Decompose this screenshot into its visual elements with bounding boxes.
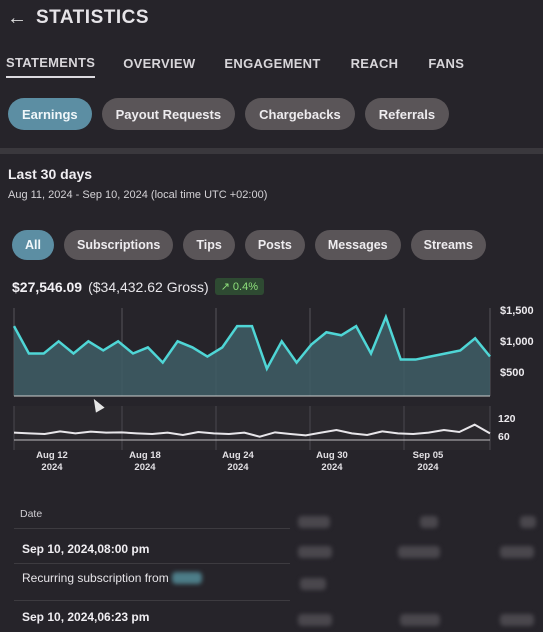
navigator-background [14, 406, 490, 450]
row-description: Recurring subscription from [22, 571, 169, 585]
row-divider [14, 600, 290, 601]
row-divider [14, 528, 290, 529]
tab-engagement[interactable]: ENGAGEMENT [224, 55, 321, 71]
subtab-referrals[interactable]: Referrals [364, 98, 450, 130]
earnings-totals: $27,546.09 ($34,432.62 Gross) ↗ 0.4% [12, 278, 264, 295]
redacted-value [398, 546, 440, 558]
trend-up-icon: ↗ [220, 281, 230, 293]
y-tick-label: $1,500 [500, 305, 534, 317]
app-header: ← STATISTICS [0, 0, 543, 36]
x-tick-year: 2024 [134, 462, 156, 473]
filter-messages[interactable]: Messages [314, 230, 401, 260]
filter-streams[interactable]: Streams [410, 230, 486, 260]
subtab-chargebacks[interactable]: Chargebacks [245, 98, 355, 130]
redacted-value [500, 614, 534, 626]
change-value: 0.4% [232, 280, 258, 293]
subtab-earnings[interactable]: Earnings [8, 98, 92, 130]
tab-fans[interactable]: FANS [428, 55, 465, 71]
filter-all[interactable]: All [12, 230, 54, 260]
redacted-value [298, 546, 332, 558]
navigator-line [13, 423, 491, 438]
filter-tips[interactable]: Tips [183, 230, 235, 260]
redacted-value [420, 516, 438, 528]
column-header-date: Date [20, 508, 43, 520]
section-divider [0, 148, 543, 154]
date-range-title[interactable]: Last 30 days [8, 166, 93, 182]
back-arrow-icon[interactable]: ← [7, 6, 27, 29]
x-tick-label: Sep 05 [413, 450, 444, 461]
subtab-payout-requests[interactable]: Payout Requests [101, 98, 236, 130]
redacted-value [298, 614, 332, 626]
x-tick-year: 2024 [417, 462, 439, 473]
row-divider [14, 563, 290, 564]
tab-statements[interactable]: STATEMENTS [6, 49, 96, 78]
navigator-y-tick-label: 120 [498, 413, 516, 425]
statement-subtabs: Earnings Payout Requests Chargebacks Ref… [8, 98, 450, 130]
filter-subscriptions[interactable]: Subscriptions [63, 230, 174, 260]
x-tick-year: 2024 [41, 462, 63, 473]
main-tabs: STATEMENTS OVERVIEW ENGAGEMENT REACH FAN… [0, 46, 543, 80]
x-tick-label: Aug 24 [222, 450, 254, 461]
redacted-username [172, 572, 202, 584]
y-tick-label: $500 [500, 367, 524, 379]
page-title: STATISTICS [36, 7, 150, 28]
x-tick-label: Aug 30 [316, 450, 348, 461]
navigator-y-tick-label: 60 [498, 431, 510, 443]
x-tick-year: 2024 [321, 462, 343, 473]
x-tick-year: 2024 [227, 462, 249, 473]
redacted-value [400, 614, 440, 626]
x-tick-label: Aug 18 [129, 450, 161, 461]
row-date[interactable]: Sep 10, 2024,08:00 pm [22, 542, 150, 556]
tab-reach[interactable]: REACH [350, 55, 399, 71]
redacted-value [520, 516, 536, 528]
earnings-area [14, 317, 490, 396]
redacted-value [298, 516, 330, 528]
earnings-line [12, 313, 491, 372]
redacted-value [500, 546, 534, 558]
x-tick-label: Aug 12 [36, 450, 68, 461]
net-earnings: $27,546.09 [12, 278, 83, 295]
date-range-subtitle: Aug 11, 2024 - Sep 10, 2024 (local time … [8, 189, 268, 201]
gross-earnings: ($34,432.62 Gross) [88, 278, 209, 295]
filter-posts[interactable]: Posts [244, 230, 305, 260]
earnings-filters: All Subscriptions Tips Posts Messages St… [12, 230, 486, 260]
tab-overview[interactable]: OVERVIEW [123, 55, 196, 71]
change-badge: ↗ 0.4% [214, 278, 264, 295]
redacted-value [300, 578, 326, 590]
row-date[interactable]: Sep 10, 2024,06:23 pm [22, 610, 150, 624]
y-tick-label: $1,000 [500, 336, 534, 348]
